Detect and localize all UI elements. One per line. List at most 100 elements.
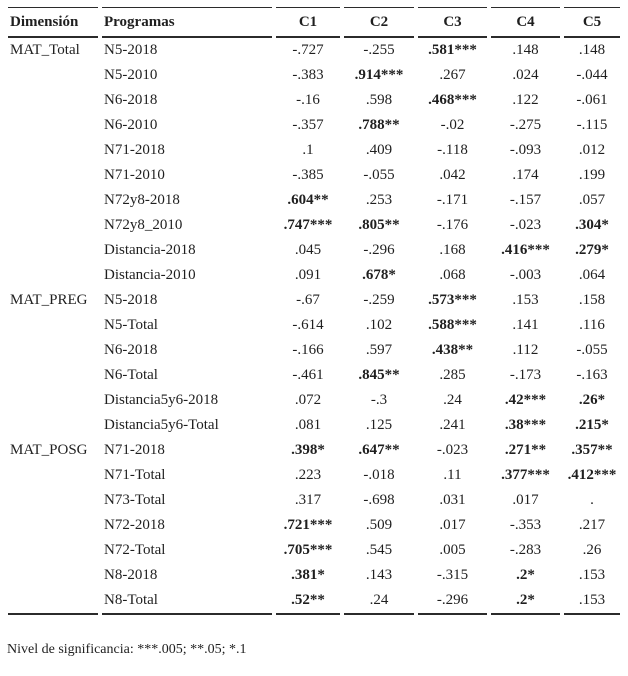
value-cell: .377*** [501, 467, 550, 483]
dimension-cell [8, 163, 98, 188]
value-cell: .091 [294, 267, 322, 283]
value-cell: .125 [365, 417, 393, 433]
value-cell: .148 [578, 42, 606, 58]
programa-cell: N72-Total [104, 542, 166, 558]
value-cell: -.173 [509, 367, 542, 383]
value-cell: .217 [578, 517, 606, 533]
value-cell: -.67 [296, 292, 320, 308]
programa-cell: N71-Total [104, 467, 166, 483]
value-cell: .2* [491, 588, 560, 615]
programa-cell: Distancia5y6-Total [104, 417, 219, 433]
table-row: Distancia5y6-Total .081 .125 .241 .38***… [8, 413, 620, 438]
value-cell: .317 [294, 492, 322, 508]
column-header-programas: Programas [102, 7, 272, 38]
dimension-cell [8, 563, 98, 588]
value-cell: .057 [578, 192, 606, 208]
table-row: N6-2018 -.16 .598 .468*** .122 -.061 [8, 88, 620, 113]
programa-cell: N73-Total [104, 492, 166, 508]
value-cell: -.118 [437, 142, 468, 158]
value-cell: -.055 [363, 167, 395, 183]
column-header-c4: C4 [491, 7, 560, 38]
value-cell: -.018 [363, 467, 395, 483]
value-cell: -.385 [292, 167, 324, 183]
value-cell: -.698 [363, 492, 395, 508]
value-cell: .045 [294, 242, 322, 258]
value-cell: .509 [365, 517, 393, 533]
dimension-cell [8, 138, 98, 163]
value-cell: .598 [365, 92, 393, 108]
value-cell: .845** [358, 367, 400, 383]
dimension-cell [8, 588, 98, 615]
table-row: N5-Total -.614 .102 .588*** .141 .116 [8, 313, 620, 338]
value-cell: .1 [302, 142, 314, 158]
table-header: Dimensión Programas C1 C2 C3 C4 C5 [8, 7, 620, 38]
programa-cell: N6-2018 [104, 342, 158, 358]
table-row: N71-2010 -.385 -.055 .042 .174 .199 [8, 163, 620, 188]
value-cell: -.061 [576, 92, 608, 108]
value-cell: -.003 [509, 267, 542, 283]
value-cell: .102 [365, 317, 393, 333]
value-cell: .747*** [283, 217, 333, 233]
value-cell: .11 [443, 467, 462, 483]
value-cell: .2* [516, 567, 535, 583]
value-cell: .805** [358, 217, 400, 233]
value-cell: .005 [439, 542, 466, 558]
programa-cell: N71-2018 [104, 142, 165, 158]
programa-cell: N71-2018 [104, 442, 165, 458]
table-row: N8-2018 .381* .143 -.315 .2* .153 [8, 563, 620, 588]
dimension-cell [8, 338, 98, 363]
correlation-table: Dimensión Programas C1 C2 C3 C4 C5 MAT_T… [4, 7, 624, 615]
value-cell: -.315 [436, 567, 469, 583]
value-cell: .24 [443, 392, 462, 408]
table-row: N72-Total .705*** .545 .005 -.283 .26 [8, 538, 620, 563]
value-cell: .52** [276, 588, 340, 615]
programa-cell: N5-2010 [104, 67, 158, 83]
programa-cell: N6-2010 [104, 117, 158, 133]
value-cell: -.296 [363, 242, 395, 258]
dimension-cell [8, 538, 98, 563]
value-cell: -.296 [418, 588, 487, 615]
dimension-cell [8, 413, 98, 438]
value-cell: .721*** [283, 517, 333, 533]
dimension-cell: MAT_POSG [10, 442, 88, 458]
value-cell: .174 [512, 167, 539, 183]
dimension-cell [8, 188, 98, 213]
table-row: N72y8-2018 .604** .253 -.171 -.157 .057 [8, 188, 620, 213]
value-cell: .285 [439, 367, 466, 383]
significance-footnote: Nivel de significancia: ***.005; **.05; … [7, 642, 247, 657]
dimension-cell [8, 113, 98, 138]
value-cell: .678* [362, 267, 396, 283]
programa-cell: N8-Total [102, 588, 272, 615]
value-cell: .914*** [354, 67, 404, 83]
value-cell: -.353 [509, 517, 542, 533]
value-cell: .143 [365, 567, 393, 583]
value-cell: -.727 [292, 42, 324, 58]
table-row: N6-Total -.461 .845** .285 -.173 -.163 [8, 363, 620, 388]
programa-cell: N8-2018 [104, 567, 158, 583]
programa-cell: Distancia5y6-2018 [104, 392, 219, 408]
value-cell: .588*** [428, 317, 477, 333]
value-cell: -.3 [370, 392, 388, 408]
value-cell: .072 [294, 392, 322, 408]
value-cell: .017 [512, 492, 539, 508]
programa-cell: Distancia-2018 [104, 242, 196, 258]
value-cell: -.614 [292, 317, 324, 333]
programa-cell: N5-Total [104, 317, 158, 333]
value-cell: -.283 [509, 542, 542, 558]
value-cell: .381* [291, 567, 325, 583]
value-cell: -.275 [509, 117, 542, 133]
value-cell: .122 [512, 92, 539, 108]
table-row: N71-Total .223 -.018 .11 .377*** .412*** [8, 463, 620, 488]
value-cell: -.055 [576, 342, 608, 358]
programa-cell: N71-2010 [104, 167, 165, 183]
value-cell: .279* [575, 242, 609, 258]
dimension-cell [8, 213, 98, 238]
value-cell: .304* [575, 217, 609, 233]
value-cell: .357** [571, 442, 613, 458]
value-cell: .031 [439, 492, 466, 508]
dimension-cell [8, 363, 98, 388]
programa-cell: N6-2018 [104, 92, 158, 108]
value-cell: -.461 [292, 367, 324, 383]
table-row: N5-2010 -.383 .914*** .267 .024 -.044 [8, 63, 620, 88]
value-cell: .412*** [567, 467, 617, 483]
